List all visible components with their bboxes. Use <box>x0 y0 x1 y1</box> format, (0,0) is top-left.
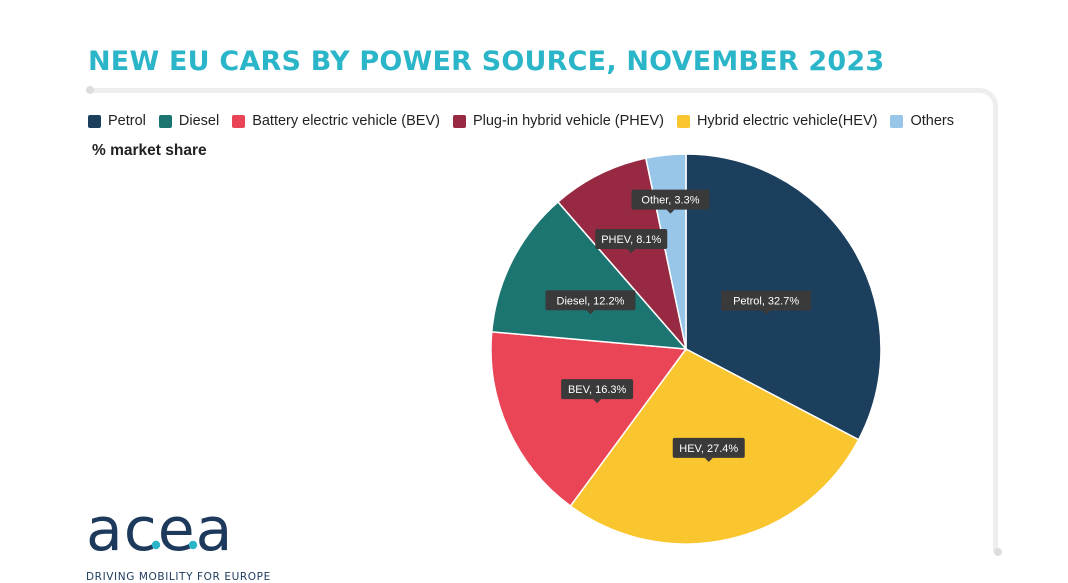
legend-swatch <box>232 114 246 128</box>
logo-wordmark-graphic: acea <box>86 495 233 565</box>
data-label-petrol: Petrol, 32.7% <box>721 290 812 315</box>
legend-item-phev: Plug-in hybrid vehicle (PHEV) <box>452 113 664 129</box>
data-label-text: Other, 3.3% <box>641 195 699 207</box>
logo-dot <box>188 540 198 550</box>
data-label-box <box>595 229 668 250</box>
chart-title: NEW EU CARS BY POWER SOURCE, NOVEMBER 20… <box>88 46 885 77</box>
chart-subtitle: % market share <box>92 142 207 159</box>
legend-item-diesel: Diesel <box>158 113 220 129</box>
data-label-bev: BEV, 16.3% <box>561 379 634 404</box>
legend-label: Petrol <box>108 113 146 129</box>
legend-swatch <box>890 114 904 128</box>
data-label-text: Diesel, 12.2% <box>557 295 625 307</box>
data-label-box <box>545 290 636 311</box>
data-label-pointer <box>704 457 713 462</box>
chart-frame <box>90 88 998 552</box>
data-label-diesel: Diesel, 12.2% <box>545 290 636 315</box>
data-label-pointer <box>593 399 602 404</box>
legend-label: Hybrid electric vehicle(HEV) <box>696 113 878 129</box>
legend-label: Plug-in hybrid vehicle (PHEV) <box>472 113 664 129</box>
data-label-other: Other, 3.3% <box>631 189 710 214</box>
acea-logo: acea DRIVING MOBILITY FOR EUROPE <box>86 495 271 583</box>
data-label-pointer <box>762 310 771 315</box>
legend-item-hev: Hybrid electric vehicle(HEV) <box>676 113 878 129</box>
chart-legend: Petrol Diesel Battery electric vehicle (… <box>88 113 967 129</box>
legend-label: Diesel <box>178 113 220 129</box>
data-label-text: PHEV, 8.1% <box>601 234 661 246</box>
data-label-phev: PHEV, 8.1% <box>595 229 668 254</box>
logo-tagline: DRIVING MOBILITY FOR EUROPE <box>86 571 271 583</box>
legend-swatch <box>158 114 172 128</box>
data-label-box <box>631 189 710 210</box>
legend-item-others: Others <box>890 113 954 129</box>
legend-item-petrol: Petrol <box>88 113 146 129</box>
legend-item-bev: Battery electric vehicle (BEV) <box>232 113 440 129</box>
data-label-box <box>672 437 745 458</box>
data-label-box <box>561 379 634 400</box>
frame-end-dot <box>994 548 1002 556</box>
legend-swatch <box>88 114 101 128</box>
frame-start-dot <box>86 86 94 94</box>
legend-swatch <box>452 114 466 128</box>
legend-label: Battery electric vehicle (BEV) <box>252 113 440 129</box>
data-label-box <box>721 290 812 311</box>
legend-label: Others <box>910 113 954 129</box>
data-label-pointer <box>666 209 675 214</box>
data-label-pointer <box>627 249 636 254</box>
legend-swatch <box>676 114 690 128</box>
data-label-text: BEV, 16.3% <box>568 384 627 396</box>
data-label-text: Petrol, 32.7% <box>733 296 799 308</box>
logo-dot <box>151 540 161 550</box>
data-label-hev: HEV, 27.4% <box>672 437 745 462</box>
logo-word-text: acea <box>86 500 233 558</box>
data-label-pointer <box>586 310 595 315</box>
data-label-text: HEV, 27.4% <box>679 443 738 455</box>
logo-wordmark: acea <box>86 495 271 567</box>
pie-slice-diesel <box>490 200 688 350</box>
pie-slice-bev <box>490 331 688 508</box>
